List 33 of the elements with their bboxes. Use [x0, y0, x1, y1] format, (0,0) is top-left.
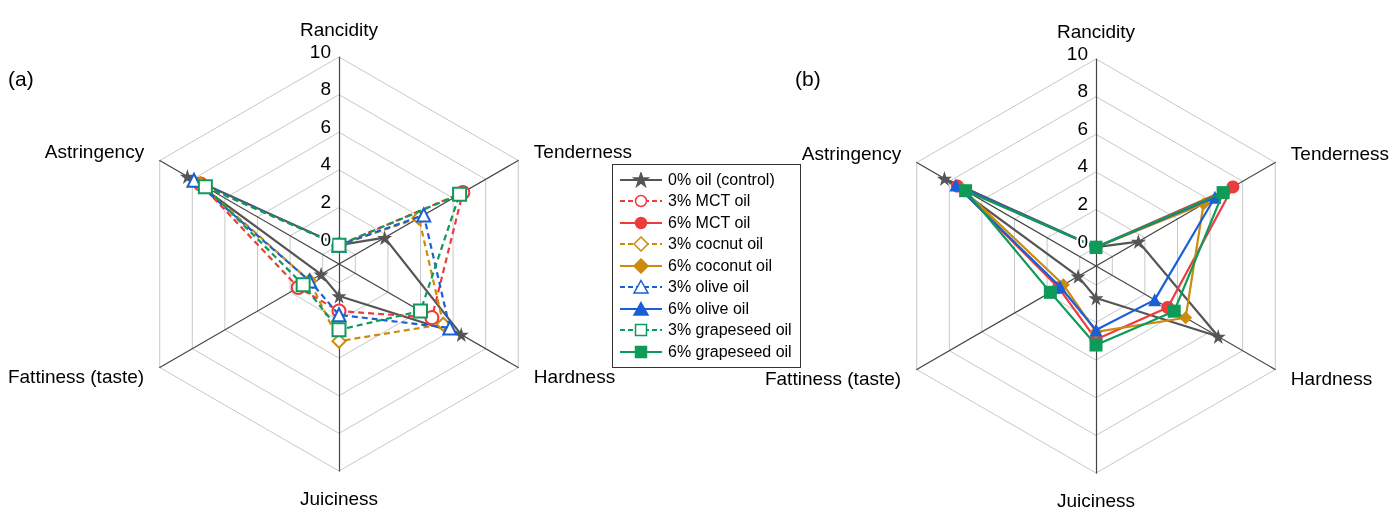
- spoke-label: Juiciness: [1056, 490, 1136, 511]
- y-tick-label: 6: [320, 115, 331, 137]
- legend-label: 3% MCT oil: [668, 192, 751, 211]
- y-tick-label: 4: [320, 153, 332, 175]
- spoke-label: Rancidity: [1056, 21, 1136, 42]
- legend-label: 3% grapeseed oil: [668, 321, 792, 340]
- y-tick-label: 8: [320, 78, 331, 100]
- spoke-label: Tenderness: [533, 141, 633, 162]
- y-tick-label: 10: [309, 40, 331, 62]
- spoke-label: Hardness: [1290, 368, 1373, 389]
- y-tick-label: 10: [1066, 42, 1088, 64]
- y-tick-label: 6: [1077, 117, 1088, 139]
- text: (a): [8, 66, 34, 90]
- legend-label: 3% olive oil: [668, 278, 749, 297]
- legend-label: 0% oil (control): [668, 170, 775, 189]
- y-tick-label: 4: [1077, 155, 1089, 177]
- y-tick-label: 2: [320, 191, 331, 213]
- spoke-label: Fattiness (taste): [7, 366, 145, 387]
- text: (b): [795, 66, 821, 90]
- y-tick-label: 2: [1077, 193, 1088, 215]
- spoke-label: Astringency: [44, 141, 145, 162]
- spoke-label: Fattiness (taste): [764, 368, 902, 389]
- spoke-label: Hardness: [533, 366, 616, 387]
- y-tick-label: 8: [1077, 80, 1088, 102]
- legend-label: 3% cocnut oil: [668, 235, 764, 254]
- legend-label: 6% olive oil: [668, 299, 749, 318]
- spoke-label: Tenderness: [1290, 143, 1390, 164]
- spoke-label: Juiciness: [299, 488, 379, 509]
- spoke-label: Astringency: [801, 143, 902, 164]
- legend-label: 6% grapeseed oil: [668, 342, 792, 361]
- legend-label: 6% coconut oil: [668, 256, 773, 275]
- legend-label: 6% MCT oil: [668, 213, 751, 232]
- spoke-label: Rancidity: [299, 19, 379, 40]
